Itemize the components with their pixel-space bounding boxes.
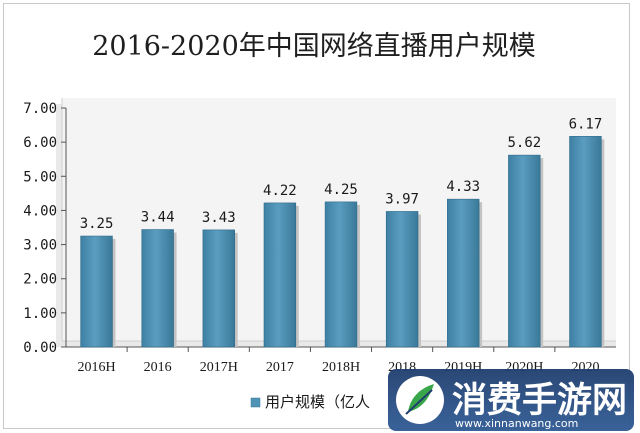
y-tick-label: 5.00	[23, 169, 57, 185]
data-label: 3.43	[202, 210, 236, 226]
y-tick-labels: 0.00 1.00 2.00 3.00 4.00 5.00 6.00 7.00	[23, 101, 66, 356]
bar	[447, 198, 480, 348]
data-label: 4.25	[324, 182, 358, 198]
data-label: 5.62	[507, 135, 541, 151]
data-label: 4.33	[446, 179, 480, 195]
data-label: 3.25	[80, 216, 114, 232]
bar	[80, 235, 113, 348]
legend-swatch	[250, 397, 261, 408]
bar	[324, 201, 358, 348]
y-tick-label: 6.00	[23, 135, 57, 151]
watermark: 消费手游网 www.xinnanwang.com	[388, 369, 634, 431]
y-tick-label: 7.00	[23, 101, 57, 117]
watermark-text: 消费手游网	[452, 381, 627, 421]
x-tick-label: 2017H	[200, 360, 238, 375]
legend-label: 用户规模（亿人	[265, 393, 370, 411]
x-tick-label: 2016	[144, 360, 172, 375]
watermark-stem-icon	[405, 389, 433, 415]
watermark-url: www.xinnanwang.com	[455, 417, 578, 430]
bars	[80, 136, 605, 348]
x-tick-label: 2016H	[77, 360, 115, 375]
x-tick-label: 2018H	[322, 360, 360, 375]
data-label: 3.97	[385, 191, 419, 207]
legend: 用户规模（亿人	[250, 393, 370, 411]
data-label: 3.44	[141, 210, 175, 226]
y-tick-label: 2.00	[23, 272, 57, 288]
x-tick-label: 2017	[266, 360, 294, 375]
y-tick-label: 3.00	[23, 238, 57, 254]
y-tick-label: 1.00	[23, 306, 57, 322]
bar	[569, 136, 602, 348]
data-labels: 3.25 3.44 3.43 4.22 4.25 3.97 4.33 5.62 6.17	[80, 116, 603, 232]
y-tick-label: 0.00	[23, 340, 57, 356]
bar	[385, 211, 419, 348]
bar	[508, 154, 541, 348]
bar	[141, 229, 174, 348]
chart-title: 2016-2020年中国网络直播用户规模	[92, 31, 536, 62]
data-label: 4.22	[263, 183, 297, 199]
bar	[202, 229, 235, 348]
y-tick-label: 4.00	[23, 203, 57, 219]
watermark-banner	[388, 369, 634, 431]
bar	[263, 202, 297, 348]
data-label: 6.17	[569, 116, 603, 132]
